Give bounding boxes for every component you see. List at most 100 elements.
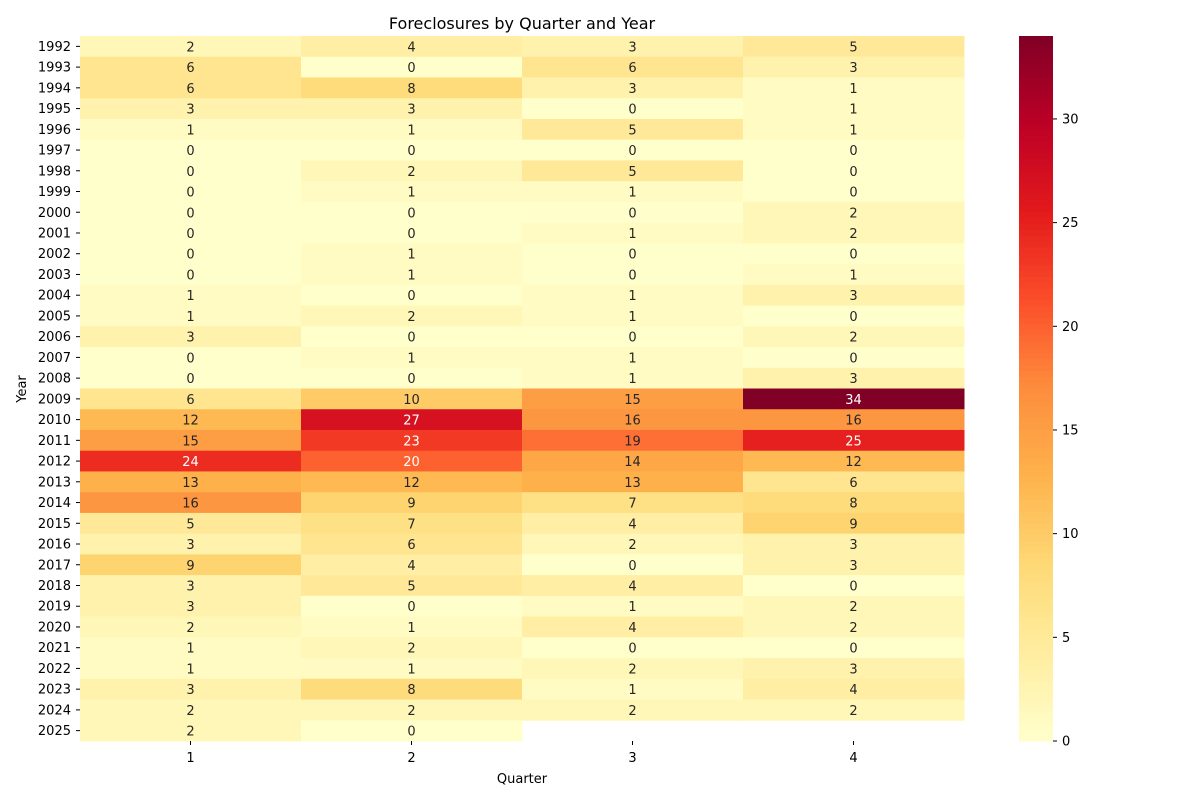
cell-value-label: 8 (407, 683, 415, 698)
heatmap-cell (80, 264, 302, 286)
colorbar-segment (1019, 453, 1053, 460)
heatmap-cell (743, 575, 965, 597)
cell-value-label: 3 (849, 61, 857, 76)
cell-value-label: 15 (624, 393, 641, 408)
y-tick-label: 1995 (38, 102, 71, 117)
cell-value-label: 1 (628, 600, 636, 615)
heatmap-cell (80, 388, 302, 410)
cell-value-label: 3 (849, 662, 857, 677)
heatmap-cell (301, 284, 523, 307)
heatmap-cell (522, 388, 744, 410)
colorbar-segment (1019, 541, 1053, 548)
heatmap-cell (80, 118, 302, 141)
cell-value-label: 0 (407, 725, 415, 740)
cell-value-label: 0 (186, 206, 194, 221)
colorbar-segment (1019, 588, 1053, 595)
cell-value-label: 3 (407, 103, 415, 118)
cell-value-label: 1 (628, 310, 636, 325)
heatmap-cell (743, 554, 965, 576)
colorbar-segment (1019, 323, 1053, 331)
cell-value-label: 3 (628, 40, 636, 55)
cell-value-label: 2 (849, 331, 857, 346)
cell-value-label: 2 (407, 310, 415, 325)
heatmap-cell (301, 367, 523, 389)
heatmap-cell (301, 575, 523, 597)
heatmap-cell (301, 595, 523, 618)
heatmap-cell (301, 637, 523, 659)
cell-value-label: 1 (186, 310, 194, 325)
colorbar-segment (1019, 611, 1053, 619)
colorbar-segment (1019, 59, 1053, 66)
colorbar-segment (1019, 464, 1053, 472)
chart-title: Foreclosures by Quarter and Year (389, 14, 656, 33)
cell-value-label: 2 (186, 704, 194, 719)
heatmap-cell (301, 77, 523, 99)
heatmap-cell (301, 678, 523, 701)
colorbar-segment (1019, 523, 1053, 531)
x-axis: 1 2 3 4 (186, 741, 858, 766)
cell-value-label: 1 (186, 662, 194, 677)
colorbar-segment (1019, 218, 1053, 225)
colorbar-segment (1019, 265, 1053, 272)
heatmap-cell (301, 512, 523, 535)
cell-value-label: 0 (849, 579, 857, 594)
y-tick-label: 2018 (38, 579, 71, 594)
colorbar-segment (1019, 382, 1053, 390)
colorbar-segment (1019, 688, 1053, 695)
colorbar-segment (1019, 135, 1053, 143)
colorbar-segment (1019, 329, 1053, 337)
cell-value-label: 12 (403, 476, 420, 491)
colorbar-segment (1019, 576, 1053, 583)
colorbar-segment (1019, 482, 1053, 489)
colorbar-segment (1019, 370, 1053, 378)
colorbar-segment (1019, 647, 1053, 654)
cell-value-label: 3 (186, 103, 194, 118)
cell-value-label: 1 (628, 351, 636, 366)
colorbar-segment (1019, 412, 1053, 419)
colorbar-segment (1019, 623, 1053, 630)
heatmap-cell (743, 284, 965, 307)
y-tick-label: 2024 (38, 703, 71, 718)
heatmap-cell (301, 264, 523, 286)
heatmap-cell (743, 492, 965, 514)
colorbar-tick-label: 20 (1062, 320, 1079, 335)
y-tick-label: 2010 (38, 413, 71, 428)
y-tick-label: 1997 (38, 144, 71, 159)
colorbar-segment (1019, 652, 1053, 660)
heatmap-cell (80, 56, 302, 78)
y-tick-label: 2014 (38, 496, 71, 511)
heatmap-cell (522, 450, 744, 472)
cell-value-label: 9 (186, 559, 194, 574)
cell-value-label: 3 (186, 331, 194, 346)
colorbar-segment (1019, 359, 1053, 366)
cell-value-label: 23 (403, 434, 420, 449)
y-tick-label: 1998 (38, 164, 71, 179)
heatmap-cell (301, 720, 523, 742)
colorbar-segment (1019, 200, 1053, 207)
colorbar-tick-label: 5 (1062, 631, 1070, 646)
heatmap-cell (522, 160, 744, 182)
cell-value-label: 1 (407, 268, 415, 283)
colorbar-segment (1019, 83, 1053, 90)
cell-value-label: 1 (407, 621, 415, 636)
heatmap-cell (80, 471, 302, 493)
colorbar-segment (1019, 723, 1053, 730)
cell-value-label: 1 (186, 642, 194, 657)
heatmap-cell (743, 160, 965, 182)
cell-value-label: 0 (407, 206, 415, 221)
heatmap-cell (522, 222, 744, 244)
colorbar-segment (1019, 106, 1053, 113)
colorbar-segment (1019, 312, 1053, 319)
cell-value-label: 1 (849, 82, 857, 97)
colorbar-segment (1019, 423, 1053, 431)
y-tick-label: 1994 (38, 81, 71, 96)
heatmap-cell (80, 326, 302, 348)
cell-value-label: 2 (407, 165, 415, 180)
colorbar-segment (1019, 570, 1053, 578)
heatmap-cell (80, 284, 302, 307)
y-tick-label: 2022 (38, 662, 71, 677)
heatmap-cell (743, 326, 965, 348)
cell-value-label: 0 (628, 331, 636, 346)
cell-value-label: 0 (407, 289, 415, 304)
heatmap-cell (743, 347, 965, 369)
